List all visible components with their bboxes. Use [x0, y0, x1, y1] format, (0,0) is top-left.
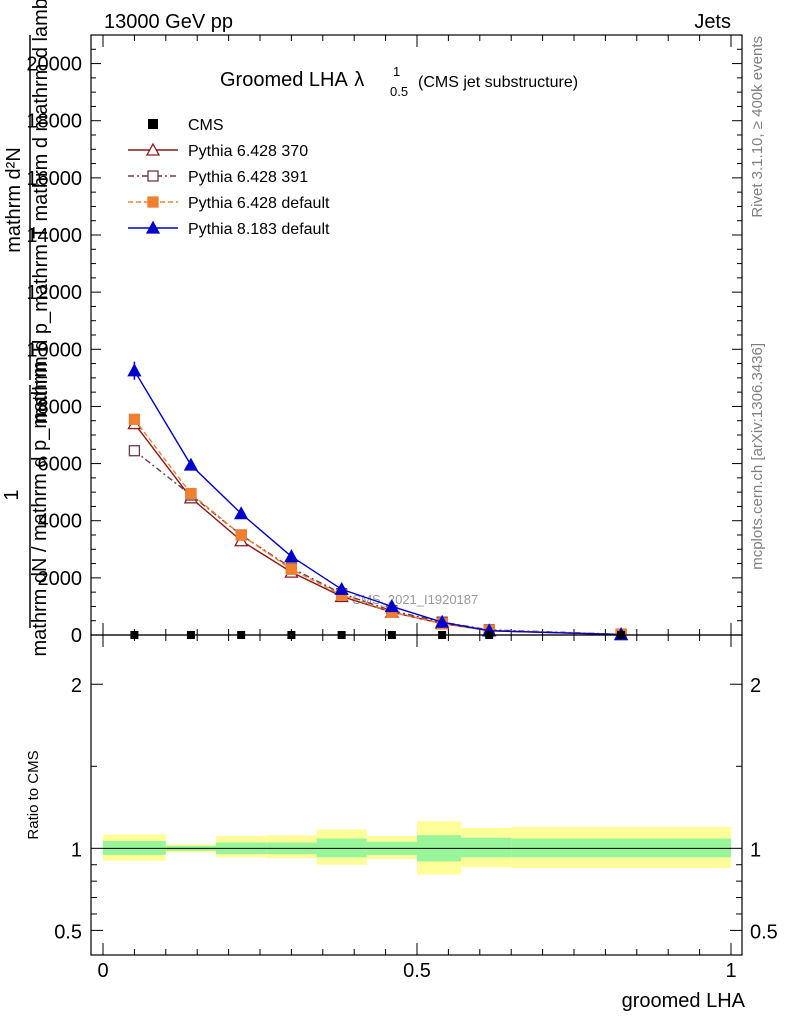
y-tick-label: 0	[71, 625, 82, 647]
legend-label: CMS	[188, 117, 224, 134]
y-tick-label: 6000	[38, 454, 83, 476]
x-tick-label: 1	[725, 960, 736, 982]
ratio-tick-label: 2	[71, 675, 82, 697]
y-tick-label: 12000	[26, 282, 82, 304]
legend-label: Pythia 6.428 default	[188, 195, 330, 212]
legend-marker	[147, 196, 159, 208]
series-point-4	[284, 549, 299, 563]
series-point-4	[435, 614, 450, 628]
x-tick-label: 0	[97, 960, 108, 982]
y-tick-label: 14000	[26, 225, 82, 247]
mcplots-credit: mcplots.cern.ch [arXiv:1306.3436]	[749, 343, 766, 570]
legend-label: Pythia 8.183 default	[188, 221, 330, 238]
series-point-3	[235, 529, 247, 541]
series-point-4	[334, 581, 349, 595]
svg-text:Groomed LHA λ: Groomed LHA λ	[220, 69, 364, 91]
title-lambda: λ	[354, 69, 364, 91]
ratio-y-ticks: 0.5 0.5 1 1 2 2	[54, 675, 778, 943]
title-main: Groomed LHA	[220, 69, 348, 91]
header-process: 13000 GeV pp	[104, 11, 233, 33]
y-tick-label: 8000	[38, 396, 83, 418]
legend-marker-cms	[148, 119, 158, 129]
series-layer	[127, 361, 629, 641]
y-tick-label: 10000	[26, 339, 82, 361]
ratio-tick-label-right: 2	[750, 675, 761, 697]
ratio-tick-label: 1	[71, 839, 82, 861]
ratio-frame	[90, 634, 743, 956]
title-subscript: 0.5	[390, 84, 408, 99]
series-point-4	[384, 599, 399, 613]
legend-marker	[147, 170, 159, 182]
legend-marker	[145, 142, 161, 156]
ratio-tick-label-right: 1	[750, 839, 761, 861]
header-observable: Jets	[694, 11, 731, 33]
ratio-band-inner	[460, 837, 512, 858]
main-y-ticks: 0 2000 4000 6000 8000 10000 12000 14000 16000 180…	[26, 48, 742, 647]
x-axis-label: groomed LHA	[622, 990, 746, 1012]
series-point-4	[234, 506, 249, 520]
main-panel: 0 2000 4000 6000 8000 10000 12000 14000 16000 180…	[26, 34, 743, 647]
rivet-version: Rivet 3.1.10, ≥ 400k events	[749, 36, 766, 218]
ylabel-numerator: mathrm d²N	[3, 147, 25, 253]
ylabel-prefix-denominator: mathrm dN / mathrm d p_mathrm T	[29, 343, 51, 656]
series-point-3	[185, 487, 197, 500]
y-tick-label: 16000	[26, 168, 82, 190]
y-tick-label: 20000	[26, 54, 82, 76]
legend-label: Pythia 6.428 370	[188, 143, 308, 160]
y-tick-label: 2000	[38, 568, 83, 590]
series-point-2	[128, 445, 141, 457]
ratio-panel: 0.5 0.51 12 2 0 0.5 1 Ratio to CMS	[25, 634, 778, 982]
title-suffix: (CMS jet substructure)	[418, 74, 578, 91]
legend: CMS Pythia 6.428 370 Pythia 6.428 391 Pythi…	[128, 117, 330, 238]
y-tick-label: 4000	[38, 511, 83, 533]
chart-title: Groomed LHA λ 1 0.5 (CMS jet substructur…	[220, 64, 578, 99]
ylabel-prefix: 1	[1, 489, 23, 500]
ylabel-denominator: mathrm d p_mathrm T mathrm d mathrm d la…	[30, 0, 52, 424]
y-tick-label: 18000	[26, 111, 82, 133]
legend-marker	[145, 220, 161, 234]
title-superscript: 1	[393, 64, 400, 79]
main-y-label: mathrm d²N mathrm d p_mathrm T mathrm d …	[1, 0, 52, 657]
ratio-tick-label-right: 0.5	[750, 921, 778, 943]
main-x-ticks	[102, 35, 732, 635]
legend-label: Pythia 6.428 391	[188, 169, 308, 186]
ratio-tick-label: 0.5	[54, 921, 82, 943]
series-point-4	[183, 457, 199, 471]
ratio-y-label: Ratio to CMS	[25, 750, 42, 839]
x-tick-label: 0.5	[403, 960, 431, 982]
series-point-3	[285, 563, 298, 575]
series-point-3	[128, 413, 141, 425]
ratio-x-ticks: 0 0.5 1	[97, 635, 737, 982]
